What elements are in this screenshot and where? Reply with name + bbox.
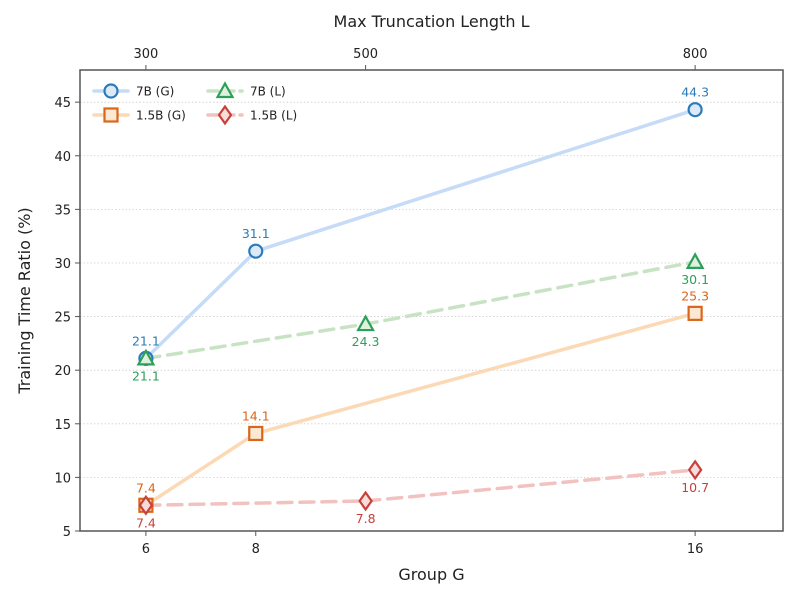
- x-tick-label: 8: [252, 542, 260, 557]
- data-point-square: [687, 305, 703, 321]
- x-axis-title: Group G: [398, 565, 464, 584]
- labels-layer: 21.1 31.1 44.3 7.4 14.1 25.3 21.1 24.3 30.1 7.4 7.…: [132, 85, 709, 531]
- legend-label: 7B (G): [136, 85, 174, 99]
- data-label: 7.8: [356, 511, 376, 526]
- data-label: 30.1: [681, 272, 709, 287]
- grid-layer: [80, 101, 783, 532]
- x-tick-label: 16: [687, 542, 704, 557]
- data-point-triangle: [136, 348, 156, 366]
- legend-marker-triangle: [215, 81, 235, 99]
- top-tick-label: 500: [353, 47, 378, 62]
- y-tick-label: 45: [54, 96, 71, 111]
- data-label: 31.1: [242, 226, 270, 241]
- y-tick-label: 30: [54, 257, 71, 272]
- y-tick-label: 35: [54, 203, 71, 218]
- data-label: 44.3: [681, 85, 709, 100]
- data-label: 21.1: [132, 333, 160, 348]
- data-label: 14.1: [242, 408, 270, 423]
- y-axis-title: Training Time Ratio (%): [15, 207, 34, 394]
- data-point-square: [248, 425, 264, 442]
- data-label: 10.7: [681, 480, 709, 495]
- data-label: 7.4: [136, 515, 156, 530]
- y-tick-label: 40: [54, 150, 71, 165]
- data-point-diamond: [687, 459, 703, 481]
- data-point-circle: [687, 102, 703, 118]
- legend-marker-circle: [103, 83, 119, 99]
- x-tick-label: 6: [142, 542, 150, 557]
- top-tick-label: 300: [133, 47, 158, 62]
- data-label: 21.1: [132, 368, 160, 383]
- legend-marker-diamond: [217, 104, 233, 126]
- markers-layer: [136, 102, 705, 516]
- series-line: [144, 107, 697, 361]
- plot-frame: [79, 69, 784, 532]
- y-tick-label: 5: [63, 525, 71, 540]
- legend-label: 1.5B (G): [136, 109, 186, 123]
- data-point-triangle: [685, 252, 705, 270]
- data-point-diamond: [138, 494, 154, 516]
- legend: 7B (G) 1.5B (G) 7B (L) 1.5B (L): [92, 81, 297, 126]
- y-tick-label: 10: [54, 471, 71, 486]
- lines-layer: [144, 107, 697, 508]
- data-point-triangle: [356, 314, 375, 332]
- y-tick-label: 20: [54, 364, 71, 379]
- y-tick-label: 15: [54, 418, 71, 433]
- data-label: 24.3: [352, 334, 380, 349]
- data-label: 7.4: [136, 480, 156, 495]
- data-label: 25.3: [681, 288, 709, 303]
- top-tick-label: 800: [683, 47, 708, 62]
- data-point-diamond: [358, 490, 373, 512]
- ticks-layer: 5 10 15 20 25 30 35 40 45 6 8 16 300 500 800: [54, 47, 707, 557]
- series-line: [144, 468, 697, 508]
- y-tick-label: 25: [54, 311, 71, 326]
- top-axis-title: Max Truncation Length L: [334, 12, 530, 31]
- legend-label: 1.5B (L): [250, 109, 297, 123]
- legend-marker-square: [103, 107, 119, 123]
- legend-label: 7B (L): [250, 85, 286, 99]
- data-point-circle: [248, 243, 264, 259]
